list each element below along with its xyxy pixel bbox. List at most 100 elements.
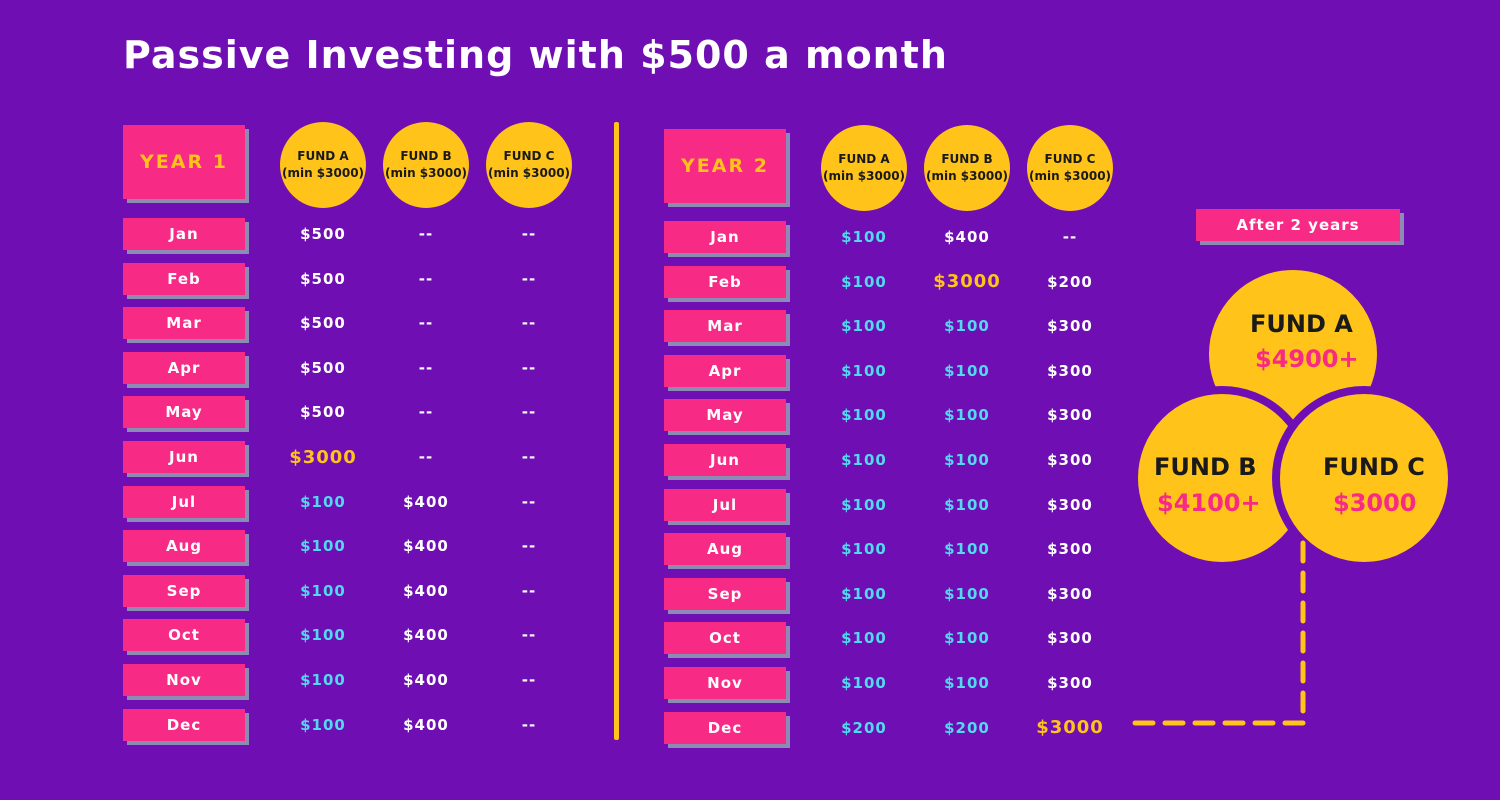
fund-header-name: FUND C bbox=[503, 149, 555, 164]
after-2-years-label: After 2 years bbox=[1196, 209, 1400, 241]
page-title: Passive Investing with $500 a month bbox=[123, 33, 948, 77]
year1-cell-jul-fund-c: -- bbox=[521, 492, 537, 511]
fund-b-value: $4100+ bbox=[1157, 489, 1261, 517]
year1-month-mar: Mar bbox=[123, 307, 245, 340]
year1-month-nov: Nov bbox=[123, 664, 245, 696]
year1-cell-may-fund-b: -- bbox=[418, 403, 434, 422]
fund-header-min: (min $3000) bbox=[822, 169, 906, 183]
year2-cell-jun-fund-b: $100 bbox=[944, 451, 990, 469]
year1-cell-aug-fund-b: $400 bbox=[403, 537, 449, 556]
year1-cell-feb-fund-b: -- bbox=[418, 269, 434, 288]
year1-month-jun: Jun bbox=[123, 441, 245, 473]
year1-cell-may-fund-a: $500 bbox=[300, 403, 346, 422]
year2-month-may: May bbox=[664, 399, 786, 432]
year2-cell-sep-fund-b: $100 bbox=[944, 584, 990, 603]
year2-cell-feb-fund-b: $3000 bbox=[933, 271, 1001, 293]
year2-cell-aug-fund-b: $100 bbox=[944, 540, 990, 559]
year2-cell-sep-fund-c: $300 bbox=[1047, 584, 1093, 603]
year1-fund-header-0: FUND A (min $3000) bbox=[280, 122, 366, 208]
year2-cell-may-fund-a: $100 bbox=[841, 406, 887, 425]
year2-fund-header-0: FUND A (min $3000) bbox=[821, 125, 907, 211]
year1-cell-feb-fund-a: $500 bbox=[300, 269, 346, 288]
year1-cell-dec-fund-c: -- bbox=[521, 715, 537, 734]
year2-cell-nov-fund-a: $100 bbox=[841, 674, 887, 692]
year2-cell-mar-fund-b: $100 bbox=[944, 317, 990, 336]
year2-cell-feb-fund-c: $200 bbox=[1047, 272, 1093, 291]
year2-cell-dec-fund-c: $3000 bbox=[1036, 717, 1104, 739]
fund-header-name: FUND A bbox=[838, 152, 890, 167]
year1-cell-dec-fund-b: $400 bbox=[403, 715, 449, 734]
year2-cell-jan-fund-c: -- bbox=[1062, 228, 1078, 246]
year1-cell-mar-fund-c: -- bbox=[521, 314, 537, 333]
year1-fund-header-1: FUND B (min $3000) bbox=[383, 122, 469, 208]
year2-cell-jul-fund-b: $100 bbox=[944, 495, 990, 514]
year2-cell-jan-fund-a: $100 bbox=[841, 228, 887, 246]
year1-cell-oct-fund-a: $100 bbox=[300, 626, 346, 645]
year1-cell-aug-fund-c: -- bbox=[521, 537, 537, 556]
year1-label: YEAR 1 bbox=[123, 125, 245, 199]
year1-cell-jun-fund-a: $3000 bbox=[289, 446, 357, 468]
fund-header-min: (min $3000) bbox=[384, 166, 468, 180]
year1-month-may: May bbox=[123, 396, 245, 429]
year1-cell-nov-fund-b: $400 bbox=[403, 671, 449, 689]
fund-a-name: FUND A bbox=[1250, 310, 1353, 338]
year1-cell-apr-fund-b: -- bbox=[418, 358, 434, 377]
year1-month-jul: Jul bbox=[123, 485, 245, 518]
fund-header-name: FUND B bbox=[400, 149, 452, 164]
year2-cell-mar-fund-a: $100 bbox=[841, 317, 887, 336]
fund-header-min: (min $3000) bbox=[281, 166, 365, 180]
year1-fund-header-2: FUND C (min $3000) bbox=[486, 122, 572, 208]
year2-label: YEAR 2 bbox=[664, 129, 786, 203]
year2-cell-apr-fund-c: $300 bbox=[1047, 361, 1093, 380]
year1-cell-mar-fund-a: $500 bbox=[300, 314, 346, 333]
year2-cell-nov-fund-b: $100 bbox=[944, 674, 990, 692]
year2-cell-jul-fund-c: $300 bbox=[1047, 495, 1093, 514]
year2-month-mar: Mar bbox=[664, 310, 786, 343]
year2-cell-jun-fund-c: $300 bbox=[1047, 451, 1093, 469]
year2-cell-oct-fund-a: $100 bbox=[841, 629, 887, 648]
year2-cell-sep-fund-a: $100 bbox=[841, 584, 887, 603]
fund-header-min: (min $3000) bbox=[487, 166, 571, 180]
year2-cell-nov-fund-c: $300 bbox=[1047, 674, 1093, 692]
year2-cell-aug-fund-a: $100 bbox=[841, 540, 887, 559]
year2-month-oct: Oct bbox=[664, 622, 786, 655]
year1-cell-nov-fund-c: -- bbox=[521, 671, 537, 689]
year2-month-aug: Aug bbox=[664, 533, 786, 566]
year2-month-jan: Jan bbox=[664, 221, 786, 253]
year1-cell-nov-fund-a: $100 bbox=[300, 671, 346, 689]
year1-cell-jan-fund-c: -- bbox=[521, 225, 537, 243]
year1-cell-jun-fund-b: -- bbox=[418, 448, 434, 466]
year2-cell-aug-fund-c: $300 bbox=[1047, 540, 1093, 559]
year1-cell-jul-fund-a: $100 bbox=[300, 492, 346, 511]
fund-c-name: FUND C bbox=[1323, 453, 1425, 481]
year2-cell-may-fund-b: $100 bbox=[944, 406, 990, 425]
year1-cell-oct-fund-b: $400 bbox=[403, 626, 449, 645]
year1-cell-jan-fund-b: -- bbox=[418, 225, 434, 243]
year2-month-jul: Jul bbox=[664, 488, 786, 521]
year2-cell-oct-fund-b: $100 bbox=[944, 629, 990, 648]
year1-cell-aug-fund-a: $100 bbox=[300, 537, 346, 556]
year2-cell-dec-fund-a: $200 bbox=[841, 718, 887, 737]
year1-month-feb: Feb bbox=[123, 262, 245, 295]
year1-month-apr: Apr bbox=[123, 351, 245, 384]
fund-c-circle bbox=[1272, 386, 1456, 570]
year1-cell-feb-fund-c: -- bbox=[521, 269, 537, 288]
fund-c-value: $3000 bbox=[1333, 489, 1417, 517]
year2-cell-jan-fund-b: $400 bbox=[944, 228, 990, 246]
year2-month-sep: Sep bbox=[664, 577, 786, 610]
year1-cell-mar-fund-b: -- bbox=[418, 314, 434, 333]
year1-month-sep: Sep bbox=[123, 574, 245, 607]
year1-cell-jan-fund-a: $500 bbox=[300, 225, 346, 243]
year2-month-jun: Jun bbox=[664, 444, 786, 476]
fund-header-name: FUND B bbox=[941, 152, 993, 167]
year2-month-apr: Apr bbox=[664, 354, 786, 387]
year2-cell-mar-fund-c: $300 bbox=[1047, 317, 1093, 336]
year2-cell-dec-fund-b: $200 bbox=[944, 718, 990, 737]
year2-fund-header-2: FUND C (min $3000) bbox=[1027, 125, 1113, 211]
year2-fund-header-1: FUND B (min $3000) bbox=[924, 125, 1010, 211]
year1-month-dec: Dec bbox=[123, 708, 245, 741]
year1-month-oct: Oct bbox=[123, 619, 245, 652]
year2-cell-jun-fund-a: $100 bbox=[841, 451, 887, 469]
fund-a-value: $4900+ bbox=[1255, 345, 1359, 373]
fund-b-name: FUND B bbox=[1154, 453, 1257, 481]
